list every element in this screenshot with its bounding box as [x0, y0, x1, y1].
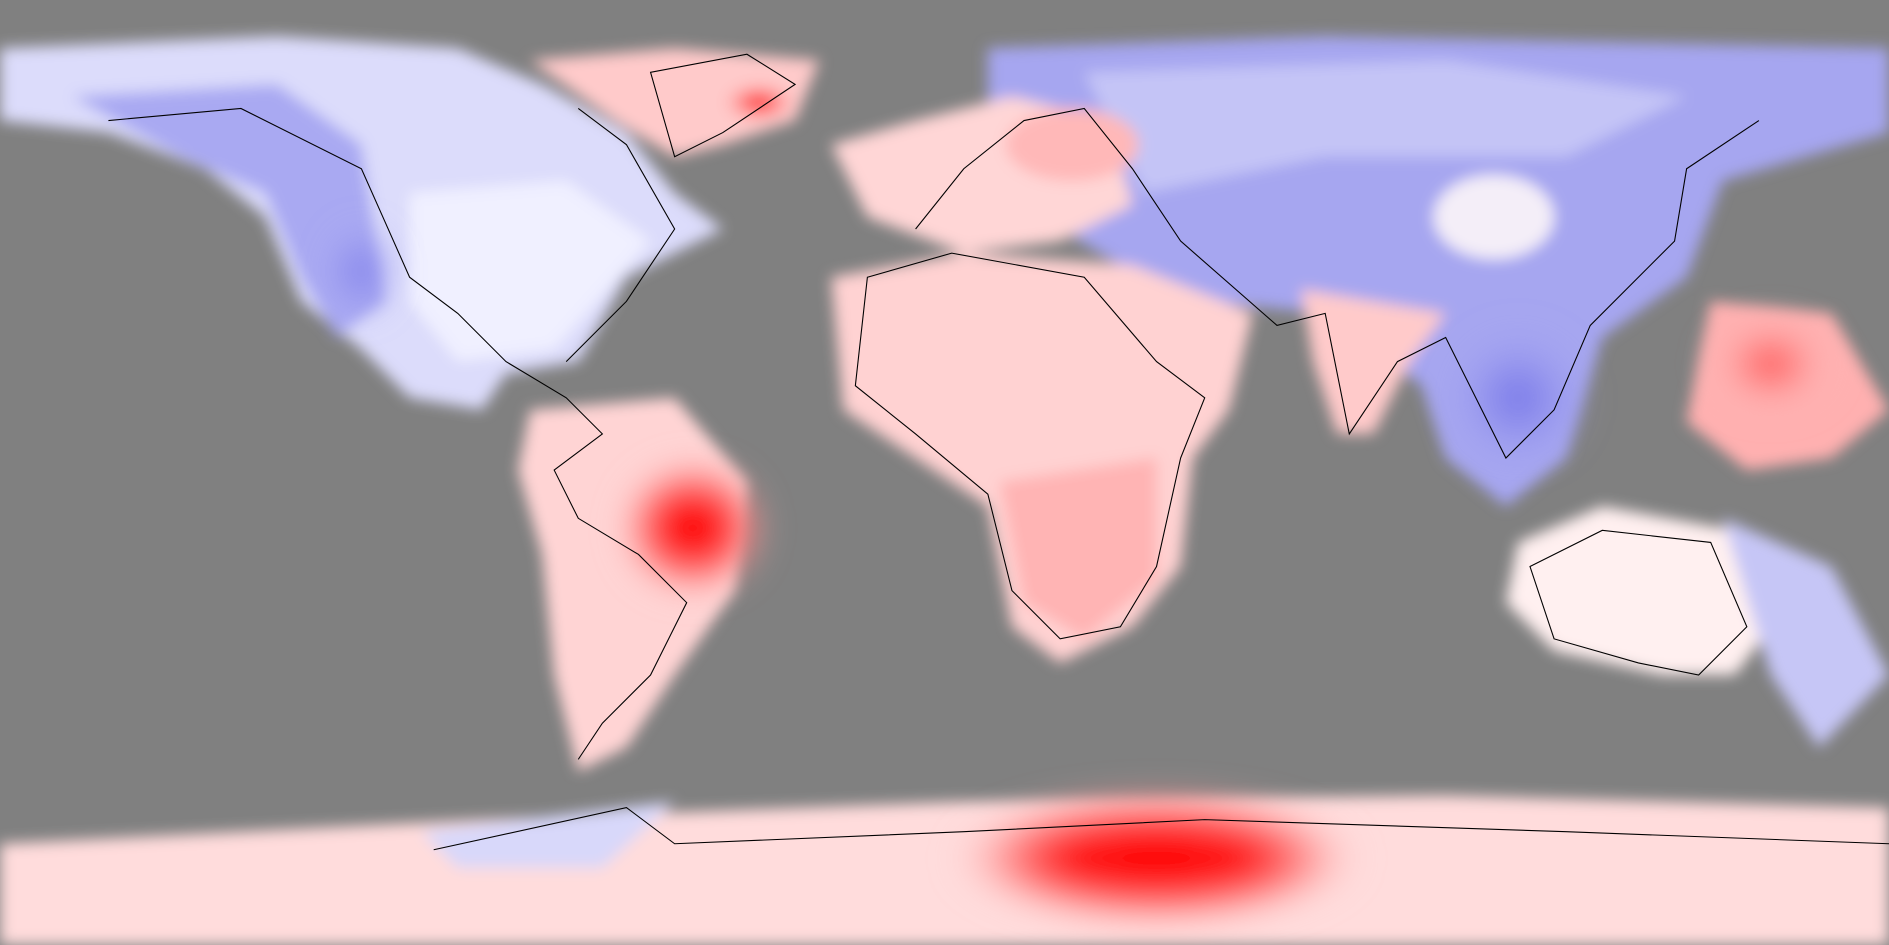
greenland — [530, 48, 820, 157]
pacific-hotspot — [1704, 315, 1838, 413]
siberia — [1084, 60, 1687, 193]
coast-americas-west — [108, 107, 688, 760]
coast-africa — [854, 252, 1206, 640]
na-east — [409, 180, 651, 362]
amazon-hotspot — [620, 461, 765, 595]
australia — [1505, 506, 1771, 675]
africa-south — [999, 458, 1157, 639]
na-cold — [72, 84, 386, 338]
antarctic-hotspot — [951, 791, 1362, 925]
rockies-cold — [325, 222, 398, 320]
india — [1301, 289, 1446, 434]
coast-australia — [1529, 529, 1748, 676]
coast-antarctica — [433, 807, 1889, 851]
scandinavia — [1005, 108, 1139, 181]
coast-na-east — [565, 108, 676, 362]
china-cold — [1445, 325, 1591, 471]
coast-greenland — [649, 53, 797, 158]
coast-eurasia — [915, 107, 1760, 459]
coastlines — [108, 53, 1889, 851]
oceania-east — [1722, 518, 1889, 748]
mongolia-patch — [1433, 174, 1555, 260]
greenland-warm — [716, 78, 802, 127]
antarctic-peninsula — [421, 801, 675, 868]
hotspots — [325, 222, 1838, 925]
